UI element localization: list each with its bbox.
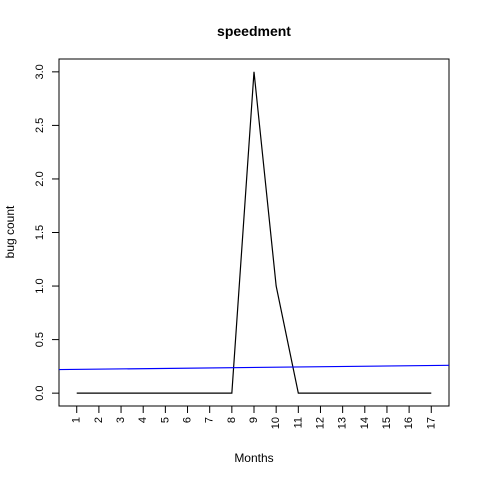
x-tick-label: 5 bbox=[159, 417, 171, 423]
y-tick-label: 0.5 bbox=[34, 332, 46, 347]
x-tick-label: 3 bbox=[115, 417, 127, 423]
x-tick-label: 16 bbox=[403, 417, 415, 429]
trend-line bbox=[58, 364, 450, 371]
chart-title: speedment bbox=[217, 23, 291, 39]
y-tick-label: 0.0 bbox=[34, 385, 46, 400]
x-tick-label: 4 bbox=[137, 417, 149, 423]
x-tick-label: 15 bbox=[381, 417, 393, 429]
y-tick-label: 2.0 bbox=[34, 171, 46, 186]
x-tick-label: 14 bbox=[359, 417, 371, 429]
x-tick-label: 1 bbox=[71, 417, 83, 423]
x-tick-label: 10 bbox=[270, 417, 282, 429]
y-axis: 0.0 0.5 1.0 1.5 2.0 2.5 3.0 bbox=[34, 64, 60, 401]
x-tick-label: 12 bbox=[314, 417, 326, 429]
y-tick-label: 1.5 bbox=[34, 225, 46, 240]
x-tick-label: 6 bbox=[182, 417, 194, 423]
y-axis-label: bug count bbox=[3, 205, 17, 258]
x-tick-label: 8 bbox=[226, 417, 238, 423]
y-tick-label: 2.5 bbox=[34, 118, 46, 133]
y-tick-label: 3.0 bbox=[34, 64, 46, 79]
y-tick-label: 1.0 bbox=[34, 278, 46, 293]
x-axis: 1 2 3 4 5 6 7 8 9 10 11 12 13 14 15 16 17 bbox=[71, 405, 437, 429]
x-tick-label: 11 bbox=[292, 417, 304, 428]
plot-area bbox=[58, 58, 450, 407]
x-tick-label: 13 bbox=[337, 417, 349, 429]
x-axis-label: Months bbox=[234, 451, 273, 465]
x-tick-label: 17 bbox=[425, 417, 437, 429]
series-line bbox=[76, 71, 432, 394]
series-layer bbox=[58, 71, 450, 394]
x-tick-label: 9 bbox=[248, 417, 260, 423]
x-tick-label: 7 bbox=[204, 417, 216, 423]
x-tick-label: 2 bbox=[93, 417, 105, 423]
